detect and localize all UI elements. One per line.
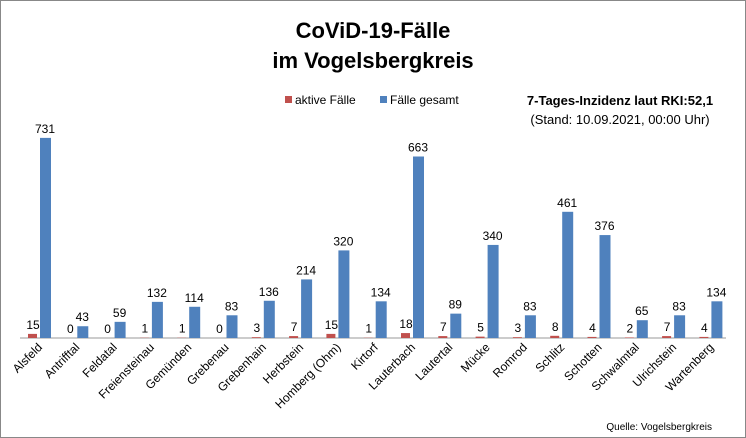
bar-aktive-7	[289, 336, 299, 338]
data-label-aktive-13: 3	[515, 321, 522, 335]
bar-gesamt-16	[636, 320, 648, 338]
bar-aktive-16	[624, 337, 634, 338]
data-label-gesamt-0: 731	[35, 122, 55, 136]
x-tick-label-9: Kirtorf	[348, 340, 381, 373]
bar-aktive-18	[699, 336, 709, 338]
bar-aktive-11	[438, 336, 448, 338]
data-label-gesamt-13: 83	[523, 299, 537, 313]
bar-gesamt-17	[674, 315, 686, 338]
bar-gesamt-4	[189, 306, 201, 338]
data-label-aktive-0: 15	[26, 318, 40, 332]
data-label-gesamt-9: 134	[371, 285, 391, 299]
bar-aktive-8	[326, 333, 336, 338]
bar-gesamt-7	[301, 279, 313, 338]
bar-gesamt-18	[711, 301, 723, 338]
data-label-gesamt-14: 461	[557, 196, 577, 210]
data-label-aktive-16: 2	[626, 321, 633, 335]
source-label: Quelle: Vogelsbergkreis	[606, 422, 712, 433]
data-label-gesamt-7: 214	[296, 263, 316, 277]
data-label-aktive-1: 0	[67, 322, 74, 336]
data-label-aktive-5: 0	[216, 322, 223, 336]
data-label-aktive-15: 4	[589, 321, 596, 335]
bar-aktive-12	[475, 336, 485, 338]
data-label-aktive-12: 5	[477, 321, 484, 335]
x-tick-label-0: Alsfeld	[10, 340, 45, 375]
data-label-gesamt-6: 136	[259, 285, 279, 299]
bar-gesamt-13	[524, 315, 536, 338]
legend: aktive Fälle Fälle gesamt	[285, 93, 459, 107]
date-annotation: (Stand: 10.09.2021, 00:00 Uhr)	[530, 112, 709, 127]
x-tick-label-8: Homberg (Ohm)	[272, 340, 343, 411]
chart-title-line-1: CoViD-19-Fälle	[296, 18, 451, 43]
legend-label-aktive: aktive Fälle	[295, 93, 356, 107]
data-label-aktive-17: 7	[664, 320, 671, 334]
bar-gesamt-11	[450, 313, 462, 338]
legend-swatch-gesamt	[380, 96, 387, 103]
bar-gesamt-1	[77, 326, 89, 338]
bar-aktive-15	[587, 336, 597, 338]
data-label-aktive-8: 15	[325, 318, 339, 332]
x-tick-label-13: Romrod	[490, 340, 530, 380]
legend-swatch-aktive	[285, 96, 292, 103]
data-label-aktive-9: 1	[365, 322, 372, 336]
data-label-gesamt-15: 376	[594, 219, 614, 233]
bar-gesamt-6	[263, 300, 275, 338]
legend-label-gesamt: Fälle gesamt	[390, 93, 459, 107]
data-label-aktive-18: 4	[701, 321, 708, 335]
data-label-gesamt-12: 340	[483, 229, 503, 243]
x-tick-label-11: Lautertal	[412, 340, 455, 383]
data-label-aktive-6: 3	[253, 321, 260, 335]
data-label-aktive-11: 7	[440, 320, 447, 334]
bar-gesamt-5	[226, 315, 238, 338]
data-label-gesamt-3: 132	[147, 286, 167, 300]
data-label-gesamt-17: 83	[672, 299, 686, 313]
x-tick-label-14: Schlitz	[532, 340, 567, 375]
x-tick-label-1: Antrifftal	[42, 340, 83, 381]
bar-aktive-17	[662, 336, 672, 338]
data-label-gesamt-8: 320	[333, 234, 353, 248]
data-label-gesamt-4: 114	[185, 291, 204, 305]
bar-gesamt-3	[151, 301, 163, 338]
data-label-aktive-2: 0	[104, 322, 111, 336]
bar-aktive-14	[550, 335, 560, 338]
data-label-gesamt-5: 83	[225, 299, 239, 313]
data-label-gesamt-2: 59	[113, 306, 127, 320]
data-label-aktive-14: 8	[552, 320, 559, 334]
data-label-aktive-3: 1	[142, 322, 149, 336]
bar-gesamt-8	[338, 250, 350, 338]
bar-gesamt-2	[114, 321, 126, 338]
chart-title-line-2: im Vogelsbergkreis	[272, 48, 473, 73]
data-label-aktive-10: 18	[399, 317, 413, 331]
data-label-gesamt-18: 134	[706, 285, 726, 299]
bar-gesamt-14	[562, 211, 574, 338]
bar-gesamt-15	[599, 235, 611, 338]
data-label-gesamt-11: 89	[449, 298, 463, 312]
data-label-gesamt-1: 43	[76, 310, 90, 324]
x-tick-label-12: Mücke	[458, 340, 493, 375]
bar-gesamt-0	[40, 137, 51, 338]
data-label-gesamt-16: 65	[635, 304, 649, 318]
data-label-aktive-4: 1	[179, 322, 186, 336]
bar-aktive-0	[28, 333, 37, 338]
incidence-annotation: 7-Tages-Inzidenz laut RKI:52,1	[527, 93, 713, 108]
bar-gesamt-12	[487, 244, 499, 338]
data-label-gesamt-10: 663	[408, 141, 428, 155]
bar-gesamt-9	[375, 301, 387, 338]
data-label-aktive-7: 7	[291, 320, 298, 334]
bar-aktive-13	[512, 337, 522, 338]
bar-aktive-6	[251, 337, 261, 338]
bar-gesamt-10	[413, 156, 424, 338]
bar-aktive-10	[401, 333, 410, 338]
